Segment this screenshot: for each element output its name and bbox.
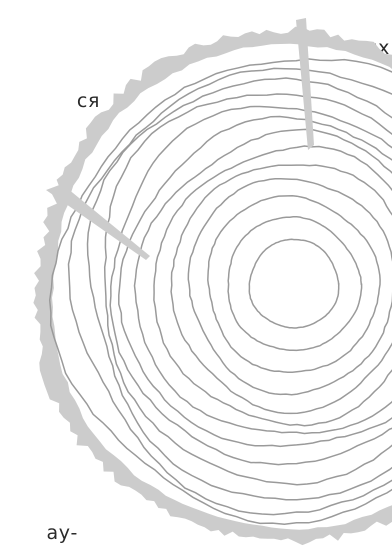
tree-ring: [103, 93, 392, 486]
tree-rings: [48, 58, 392, 526]
tree-ring: [187, 177, 392, 396]
tree-ring: [118, 115, 392, 448]
tree-ring: [153, 145, 392, 427]
tree-ring: [48, 58, 392, 526]
tree-ring: [133, 128, 392, 435]
text-fragment-2: ся: [76, 90, 100, 112]
bark-crack: [46, 184, 150, 260]
tree-ring: [248, 238, 340, 329]
tree-ring: [67, 67, 392, 516]
tree-ring: [207, 194, 381, 373]
bark-cracks: [46, 18, 314, 260]
text-fragment-3: ау-: [46, 522, 78, 544]
tree-ring: [109, 105, 392, 466]
tree-ring: [170, 164, 392, 415]
bark-crack: [296, 18, 314, 150]
tree-ring: [227, 216, 363, 352]
